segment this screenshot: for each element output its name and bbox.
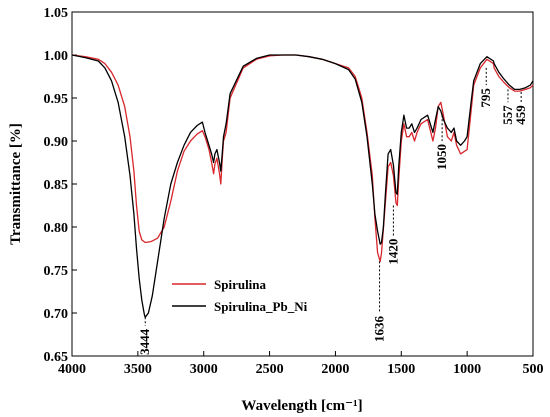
series-line-spirulina-pb-ni xyxy=(71,54,534,318)
x-tick-label: 3500 xyxy=(124,362,152,377)
y-tick-label: 0.70 xyxy=(44,307,69,322)
y-tick-label: 0.65 xyxy=(44,350,69,365)
peak-label: 1636 xyxy=(372,316,387,343)
y-tick-label: 0.95 xyxy=(44,92,69,107)
peak-label: 557 xyxy=(500,105,515,125)
y-tick-label: 1.00 xyxy=(44,49,69,64)
legend: Spirulina Spirulina_Pb_Ni xyxy=(172,277,308,314)
peak-label: 795 xyxy=(478,88,493,108)
x-tick-label: 1000 xyxy=(453,362,481,377)
y-tick-label: 1.05 xyxy=(44,6,69,21)
x-tick-label: 3000 xyxy=(190,362,218,377)
peak-label: 459 xyxy=(513,105,528,125)
y-tick-label: 0.75 xyxy=(44,264,69,279)
y-tick-label: 0.85 xyxy=(44,178,69,193)
x-tick-label: 2500 xyxy=(256,362,284,377)
peak-label: 1050 xyxy=(434,144,449,170)
series-line-spirulina xyxy=(71,54,534,263)
y-tick-label: 0.90 xyxy=(44,135,69,150)
x-axis-title: Wavelength [cm⁻¹] xyxy=(241,398,362,414)
x-tick-label: 1500 xyxy=(387,362,415,377)
x-axis-ticks: 4000 3500 3000 2500 2000 1500 1000 500 xyxy=(58,351,544,377)
peak-label: 1420 xyxy=(385,239,400,265)
legend-label: Spirulina_Pb_Ni xyxy=(214,299,308,314)
y-axis-ticks: 0.65 0.70 0.75 0.80 0.85 0.90 0.95 1.00 1.05 xyxy=(44,6,77,365)
peak-label: 3444 xyxy=(137,328,152,355)
y-axis-title: Transmittance [%] xyxy=(8,123,24,245)
series-lines xyxy=(71,54,534,318)
y-tick-label: 0.80 xyxy=(44,221,69,236)
x-tick-label: 4000 xyxy=(58,362,86,377)
x-tick-label: 2000 xyxy=(321,362,349,377)
x-tick-label: 500 xyxy=(523,362,544,377)
legend-label: Spirulina xyxy=(214,277,267,292)
